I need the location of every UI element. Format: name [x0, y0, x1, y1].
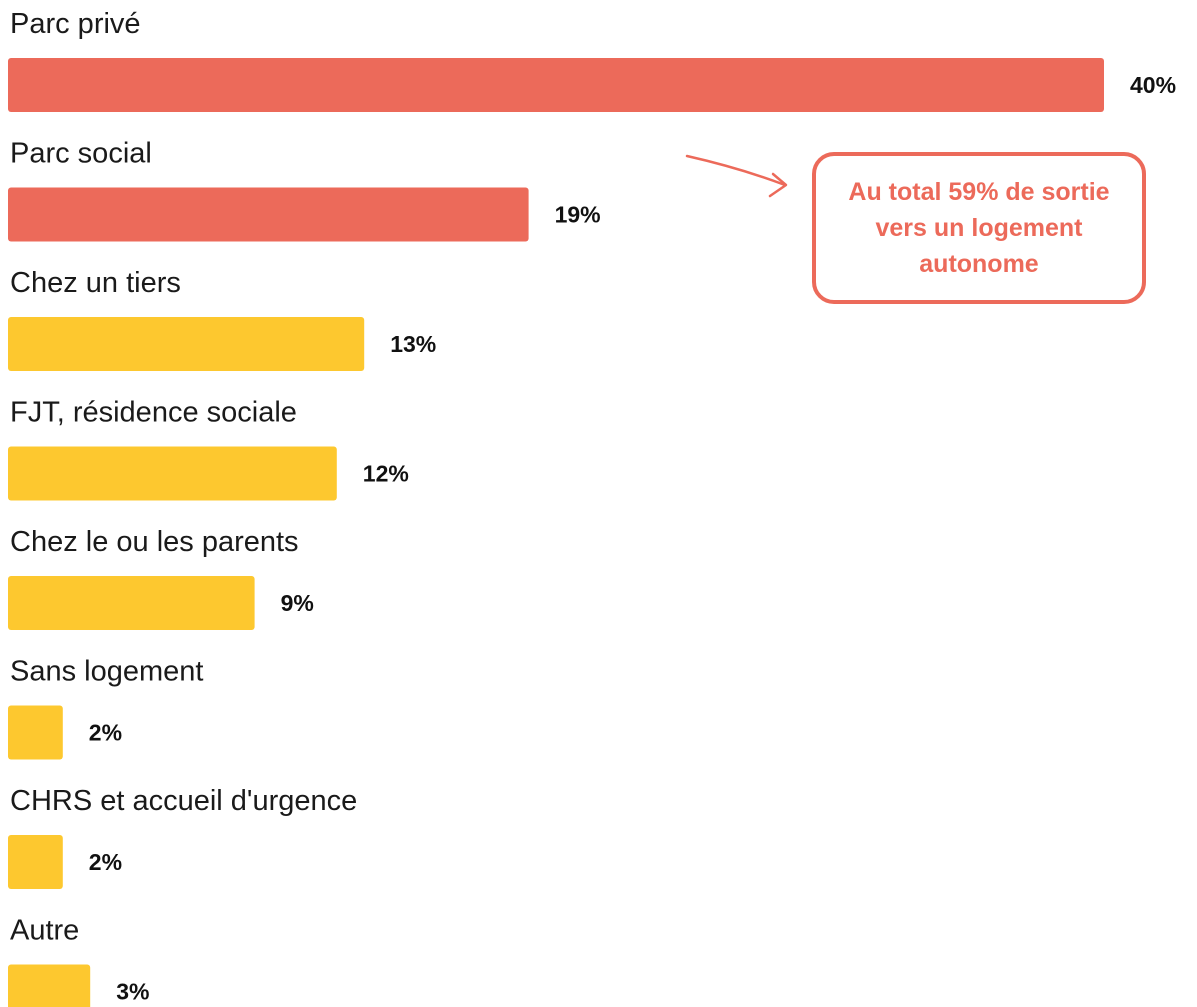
- category-label: Chez le ou les parents: [10, 526, 299, 558]
- category-label: Sans logement: [10, 656, 203, 688]
- category-label: Chez un tiers: [10, 267, 181, 299]
- category-label: Parc social: [10, 138, 152, 170]
- bar-row: Parc privé 40%: [8, 8, 1176, 112]
- value-label: 19%: [555, 202, 601, 228]
- bar: [8, 835, 63, 889]
- callout-text: Au total 59% de sortie vers un logement …: [848, 178, 1110, 278]
- bar-row: FJT, résidence sociale 12%: [8, 397, 409, 501]
- category-label: CHRS et accueil d'urgence: [10, 785, 357, 817]
- value-label: 13%: [390, 331, 436, 357]
- bar-row: Parc social 19%: [8, 138, 601, 242]
- value-label: 2%: [89, 720, 122, 746]
- category-label: Parc privé: [10, 8, 141, 40]
- bars-layer: Parc privé 40% Parc social 19% Chez un tiers…: [8, 8, 1176, 1007]
- bar: [8, 964, 91, 1007]
- bar-row: Autre 3%: [8, 915, 149, 1007]
- bar: [8, 58, 1104, 112]
- bar: [8, 446, 337, 501]
- value-label: 9%: [281, 590, 314, 616]
- bar: [8, 317, 365, 371]
- bar: [8, 576, 255, 630]
- bar-row: Chez un tiers 13%: [8, 267, 436, 371]
- callout-arrow: [685, 154, 788, 198]
- value-label: 2%: [89, 849, 122, 875]
- value-label: 12%: [363, 461, 409, 487]
- bar-row: Sans logement 2%: [8, 656, 203, 760]
- bar: [8, 705, 63, 760]
- arrow-head-icon: [768, 172, 788, 198]
- callout-box: Au total 59% de sortie vers un logement …: [812, 152, 1146, 304]
- category-label: FJT, résidence sociale: [10, 397, 297, 429]
- value-label: 3%: [116, 979, 149, 1005]
- bar-row: Chez le ou les parents 9%: [8, 526, 314, 630]
- value-label: 40%: [1130, 72, 1176, 98]
- category-label: Autre: [10, 915, 79, 947]
- bar: [8, 187, 529, 242]
- bar-row: CHRS et accueil d'urgence 2%: [8, 785, 357, 889]
- arrow-line: [685, 154, 787, 187]
